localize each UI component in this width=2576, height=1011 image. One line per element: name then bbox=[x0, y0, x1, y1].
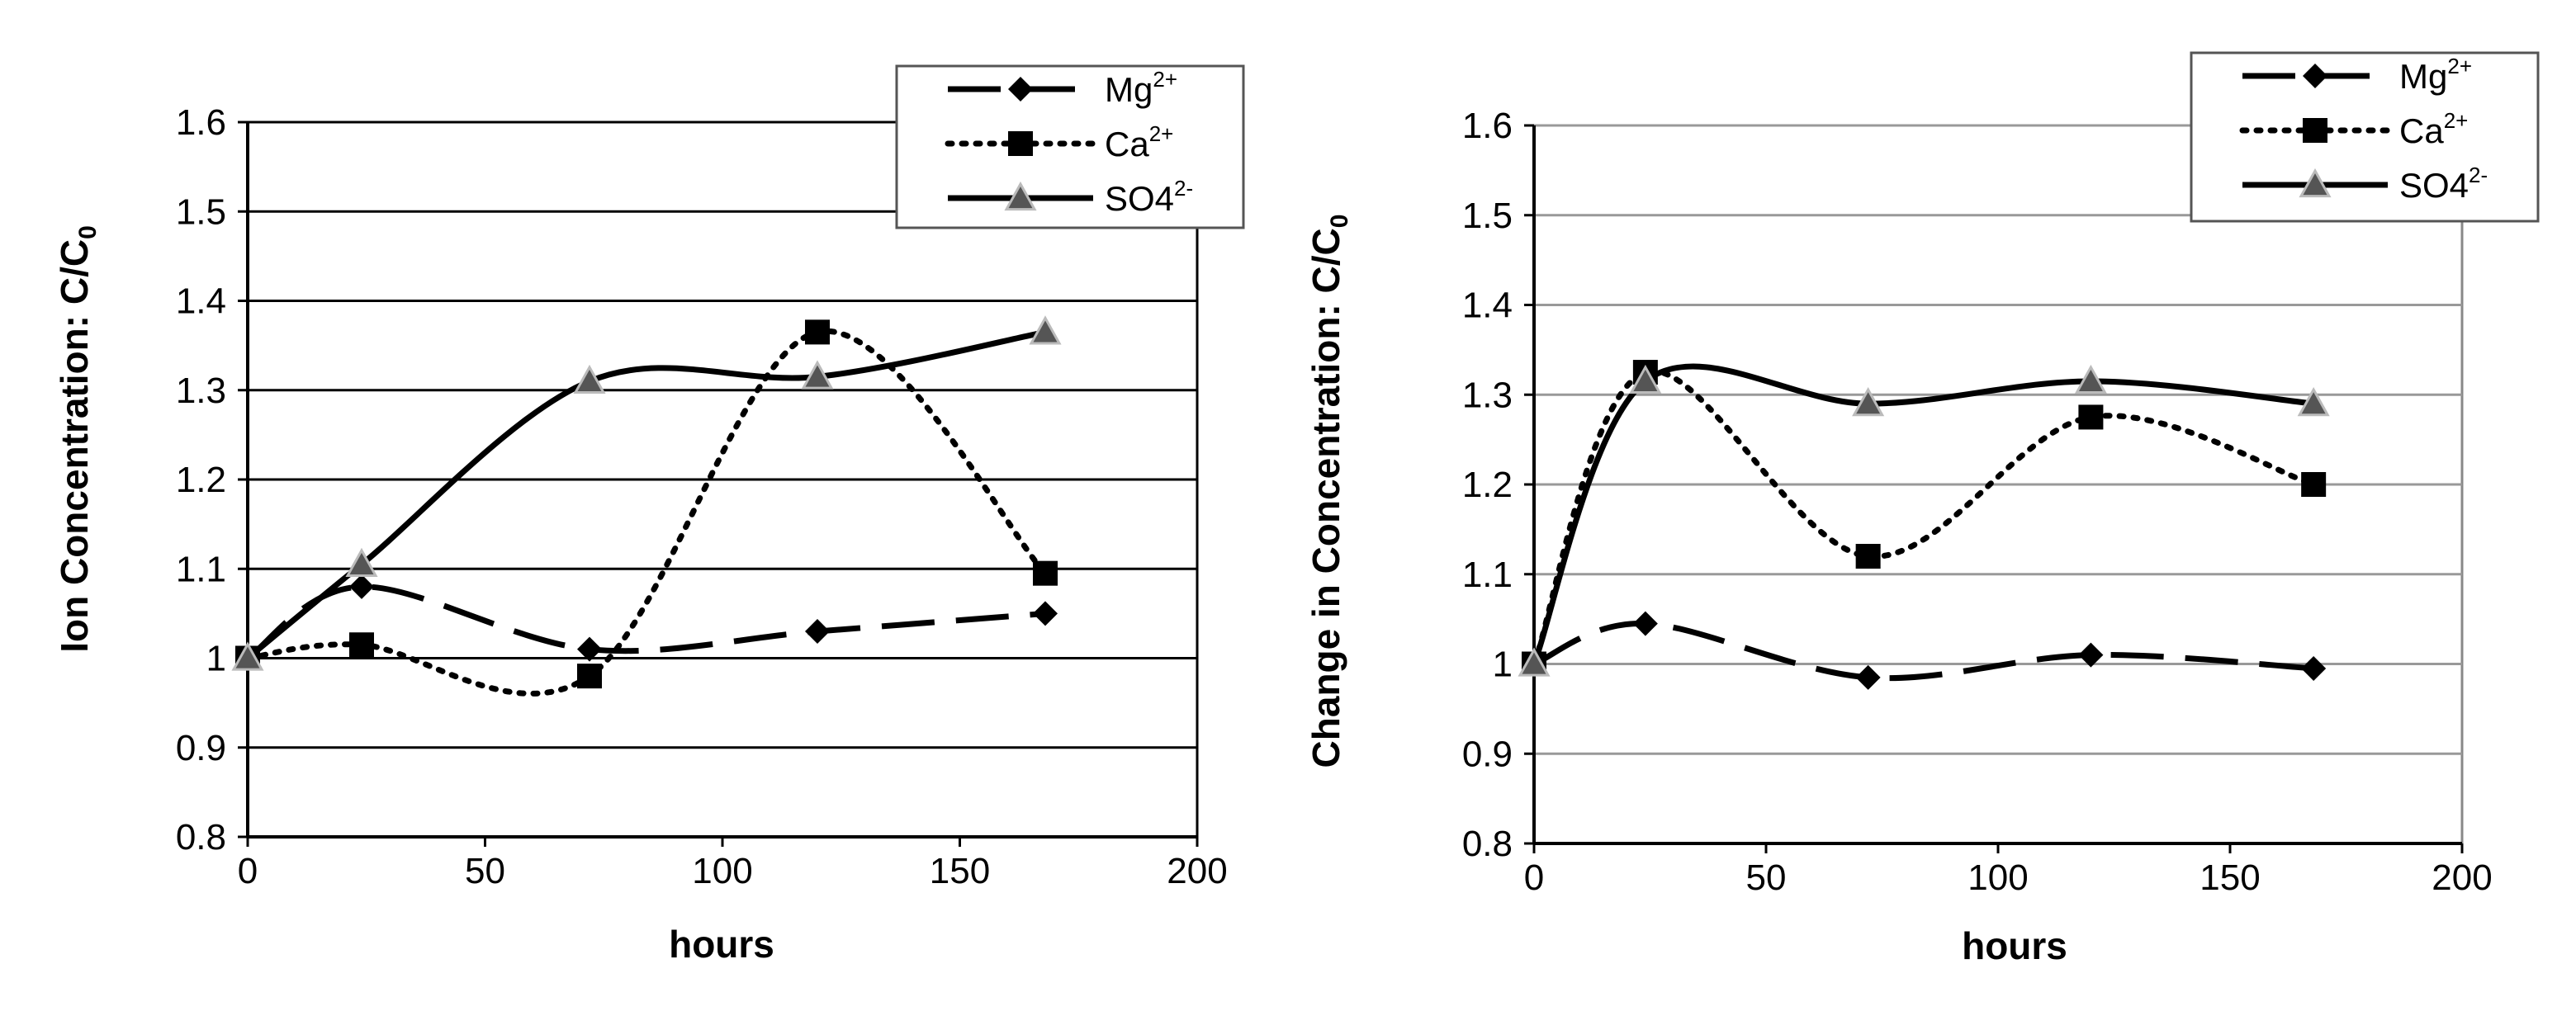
legend-marker bbox=[1008, 77, 1033, 102]
y-tick-label: 1.5 bbox=[1462, 196, 1513, 236]
x-tick-label: 100 bbox=[692, 851, 752, 891]
triangle-point bbox=[345, 547, 378, 577]
triangle-point bbox=[1029, 315, 1062, 345]
x-tick-label: 0 bbox=[238, 851, 258, 891]
x-axis-title: hours bbox=[1962, 924, 2067, 967]
triangle-point bbox=[801, 360, 834, 390]
x-axis-title: hours bbox=[669, 923, 774, 966]
legend-label: Mg2+ bbox=[2399, 54, 2472, 96]
square-point bbox=[2078, 404, 2104, 430]
y-tick-label: 1 bbox=[206, 639, 226, 679]
y-tick-label: 1.3 bbox=[1462, 375, 1513, 415]
legend-label: SO42- bbox=[1105, 176, 1193, 218]
diamond-point bbox=[1632, 611, 1658, 636]
triangle-point bbox=[231, 641, 264, 671]
triangle-point bbox=[1518, 647, 1551, 677]
right-chart-svg: 0.8 0.9 1 1.1 1.2 1.3 1.4 1.5 1.6 0 50 100 150 200 hou… bbox=[1305, 51, 2540, 967]
legend-box bbox=[2190, 51, 2540, 223]
y-tick-label: 1 bbox=[1493, 645, 1513, 685]
series-so4 bbox=[1518, 363, 2330, 677]
y-tick-label: 1.3 bbox=[176, 371, 226, 411]
series-so4 bbox=[231, 315, 1062, 671]
square-point bbox=[349, 632, 374, 658]
x-tick-label: 200 bbox=[1167, 851, 1227, 891]
left-chart: 0.8 0.9 1 1.1 1.2 1.3 1.4 1.5 1.6 0 50 100 150 200 hou… bbox=[53, 64, 1245, 966]
x-tick-label: 50 bbox=[1746, 857, 1787, 898]
diamond-point bbox=[1033, 601, 1058, 626]
triangle-point bbox=[2297, 387, 2330, 417]
series-line bbox=[1532, 621, 2314, 682]
legend-label: Ca2+ bbox=[1105, 121, 1173, 163]
y-tick-label: 1.4 bbox=[1462, 286, 1513, 326]
y-tick-label: 0.9 bbox=[176, 728, 226, 768]
triangle-point bbox=[2074, 364, 2107, 394]
legend-label: Mg2+ bbox=[1105, 67, 1177, 109]
y-tick-label: 1.2 bbox=[176, 460, 226, 500]
triangle-point bbox=[1629, 364, 1662, 394]
y-tick-label: 1.2 bbox=[1462, 465, 1513, 505]
y-tick-label: 0.8 bbox=[1462, 824, 1513, 864]
left-chart-svg: 0.8 0.9 1 1.1 1.2 1.3 1.4 1.5 1.6 0 50 100 150 200 hou… bbox=[53, 64, 1245, 966]
square-point bbox=[1033, 560, 1058, 586]
legend: Mg2+ Ca2+ SO42- bbox=[895, 64, 1245, 229]
legend-label: SO42- bbox=[2399, 163, 2488, 205]
x-tick-label: 100 bbox=[1968, 857, 2028, 898]
triangle-point bbox=[1852, 387, 1885, 417]
square-point bbox=[577, 664, 602, 689]
legend-marker bbox=[1008, 131, 1033, 156]
triangle-point bbox=[573, 364, 606, 394]
y-axis-title: Ion Concentration: C/C0 bbox=[53, 225, 102, 653]
y-tick-label: 1.1 bbox=[1462, 555, 1513, 595]
x-tick-label: 200 bbox=[2432, 857, 2492, 898]
legend-label: Ca2+ bbox=[2399, 108, 2468, 150]
x-tick-label: 0 bbox=[1524, 857, 1544, 898]
legend-marker bbox=[1004, 181, 1037, 211]
y-tick-label: 1.6 bbox=[176, 102, 226, 143]
legend-marker bbox=[2303, 118, 2327, 143]
diamond-point bbox=[349, 574, 374, 599]
diamond-point bbox=[577, 636, 602, 662]
y-tick-label: 1.5 bbox=[176, 191, 226, 232]
y-tick-label: 0.9 bbox=[1462, 734, 1513, 774]
diamond-point bbox=[1855, 664, 1881, 690]
x-tick-label: 150 bbox=[2200, 857, 2260, 898]
y-axis-title: Change in Concentration: C/C0 bbox=[1305, 215, 1353, 768]
y-tick-label: 1.4 bbox=[176, 281, 226, 322]
x-tick-label: 50 bbox=[465, 851, 505, 891]
legend-marker bbox=[2299, 168, 2332, 198]
diamond-point bbox=[2301, 655, 2327, 681]
series-line bbox=[1531, 363, 2314, 665]
legend-marker bbox=[2303, 64, 2327, 88]
right-chart: 0.8 0.9 1 1.1 1.2 1.3 1.4 1.5 1.6 0 50 100 150 200 hou… bbox=[1288, 0, 2576, 1011]
x-tick-label: 150 bbox=[930, 851, 990, 891]
square-point bbox=[1855, 544, 1881, 569]
y-tick-label: 1.1 bbox=[176, 549, 226, 589]
square-point bbox=[2301, 472, 2327, 497]
y-tick-label: 1.6 bbox=[1462, 106, 1513, 146]
y-tick-label: 0.8 bbox=[176, 817, 226, 857]
diamond-point bbox=[805, 619, 830, 645]
diamond-point bbox=[2078, 642, 2104, 668]
square-point bbox=[805, 319, 830, 345]
legend: Mg2+ Ca2+ SO42- bbox=[2190, 51, 2540, 223]
